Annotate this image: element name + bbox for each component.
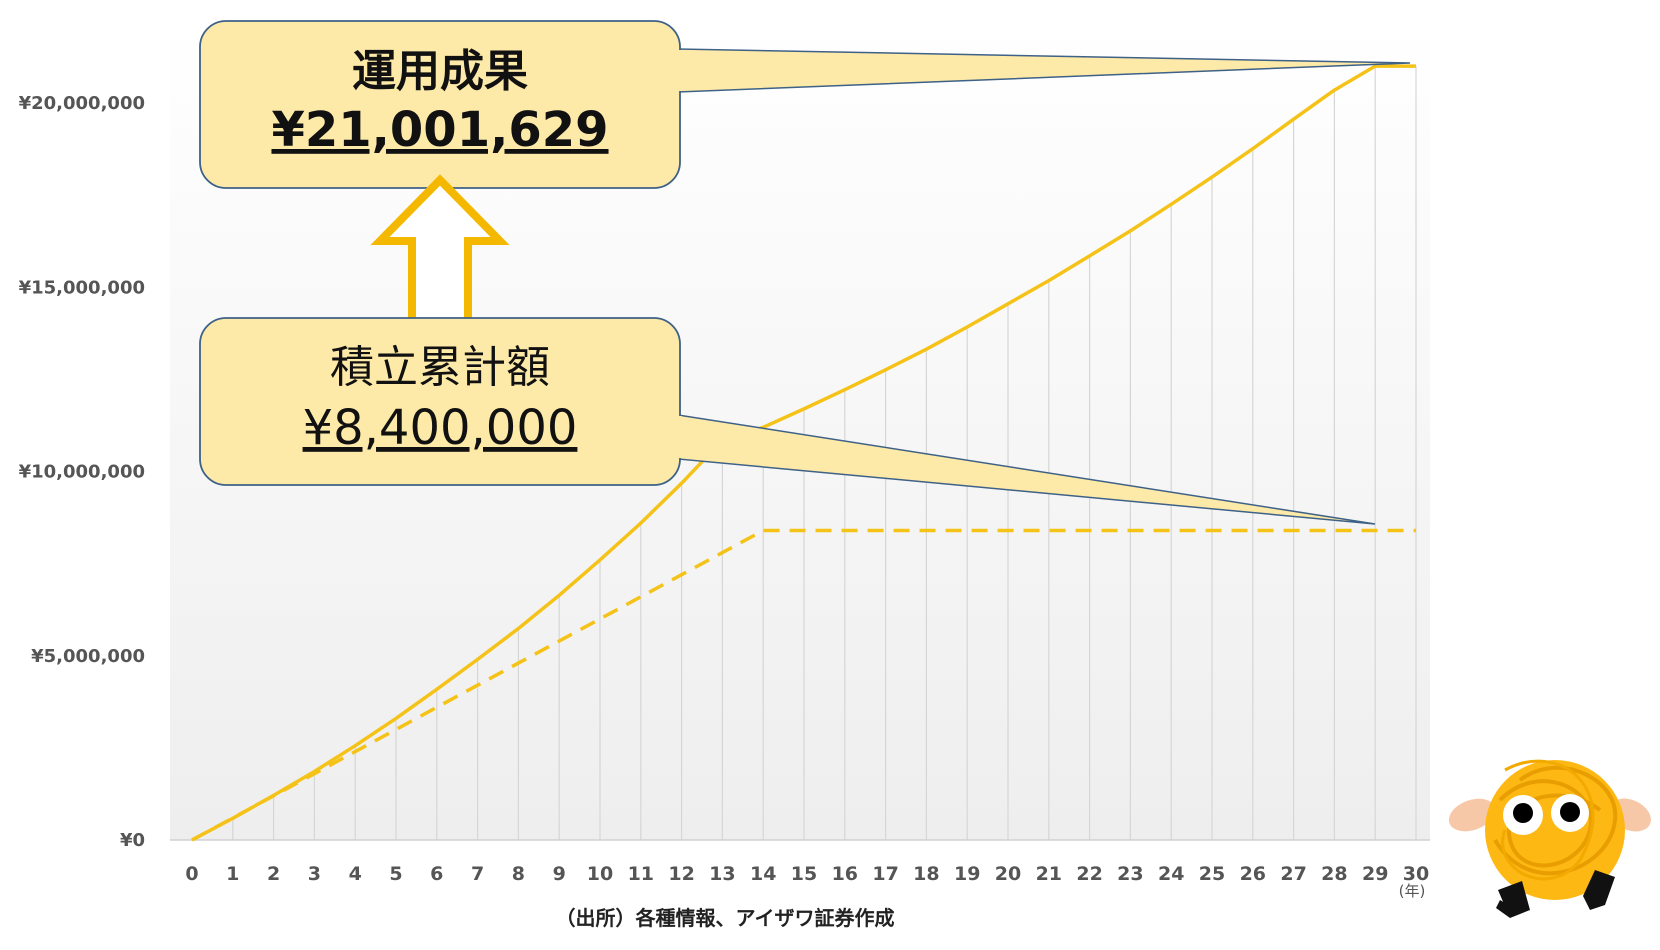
callout-result-title: 運用成果: [352, 46, 528, 97]
y-tick-label: ¥10,000,000: [19, 462, 145, 483]
callout-accumulated-box: [199, 317, 681, 486]
series-line-accumulated: [191, 528, 1416, 842]
x-tick-label: 10: [587, 863, 613, 885]
x-axis-ticks: 0 1 2 3 4 5 6 7 8 9 10 11 12 13 14 15 16 17 18 19 20 21 22 23 24…: [185, 863, 1429, 885]
source-note: （出所）各種情報、アイザワ証券作成: [556, 906, 895, 930]
x-tick-label: 3: [308, 863, 321, 885]
x-tick-label: 24: [1158, 863, 1184, 885]
y-tick-label: ¥0: [120, 830, 145, 851]
x-tick-label: 22: [1076, 863, 1102, 885]
x-tick-label: 17: [872, 863, 898, 885]
x-tick-label: 29: [1362, 863, 1388, 885]
up-arrow-icon: [370, 174, 510, 326]
x-tick-label: 0: [185, 863, 198, 885]
x-tick-label: 12: [668, 863, 694, 885]
x-tick-label: 7: [471, 863, 484, 885]
y-axis-ticks: ¥0 ¥5,000,000 ¥10,000,000 ¥15,000,000 ¥20,00…: [19, 93, 145, 851]
x-tick-label: 19: [954, 863, 980, 885]
y-tick-label: ¥20,000,000: [19, 93, 145, 114]
x-tick-label: 6: [430, 863, 443, 885]
callout-result-value: ¥21,001,629: [271, 102, 608, 158]
x-tick-label: 14: [750, 863, 776, 885]
x-tick-label: 30: [1403, 863, 1429, 885]
x-tick-label: 5: [389, 863, 402, 885]
y-tick-label: ¥5,000,000: [31, 646, 145, 667]
x-axis-unit: (年): [1399, 882, 1426, 900]
series-group: [191, 64, 1416, 842]
x-tick-label: 4: [349, 863, 362, 885]
x-tick-label: 11: [628, 863, 654, 885]
x-tick-label: 26: [1240, 863, 1266, 885]
x-tick-label: 15: [791, 863, 817, 885]
x-tick-label: 9: [553, 863, 566, 885]
callout-accumulated-title: 積立累計額: [330, 342, 550, 393]
series-line-result: [191, 64, 1416, 842]
x-tick-label: 18: [913, 863, 939, 885]
y-tick-label: ¥15,000,000: [19, 277, 145, 298]
mascot-icon: [1448, 759, 1651, 918]
x-tick-label: 27: [1280, 863, 1306, 885]
x-tick-label: 1: [226, 863, 239, 885]
x-tick-label: 16: [832, 863, 858, 885]
callout-accumulated-value: ¥8,400,000: [303, 400, 578, 456]
x-tick-label: 2: [267, 863, 280, 885]
x-tick-label: 28: [1321, 863, 1347, 885]
x-tick-label: 25: [1199, 863, 1225, 885]
x-tick-label: 13: [709, 863, 735, 885]
x-tick-label: 20: [995, 863, 1021, 885]
x-tick-label: 21: [1036, 863, 1062, 885]
callout-accumulated: 積立累計額 ¥8,400,000: [199, 317, 1376, 525]
callout-result: 運用成果 ¥21,001,629: [199, 20, 1411, 189]
x-tick-label: 8: [512, 863, 525, 885]
grid-lines: [232, 66, 1417, 840]
x-tick-label: 23: [1117, 863, 1143, 885]
